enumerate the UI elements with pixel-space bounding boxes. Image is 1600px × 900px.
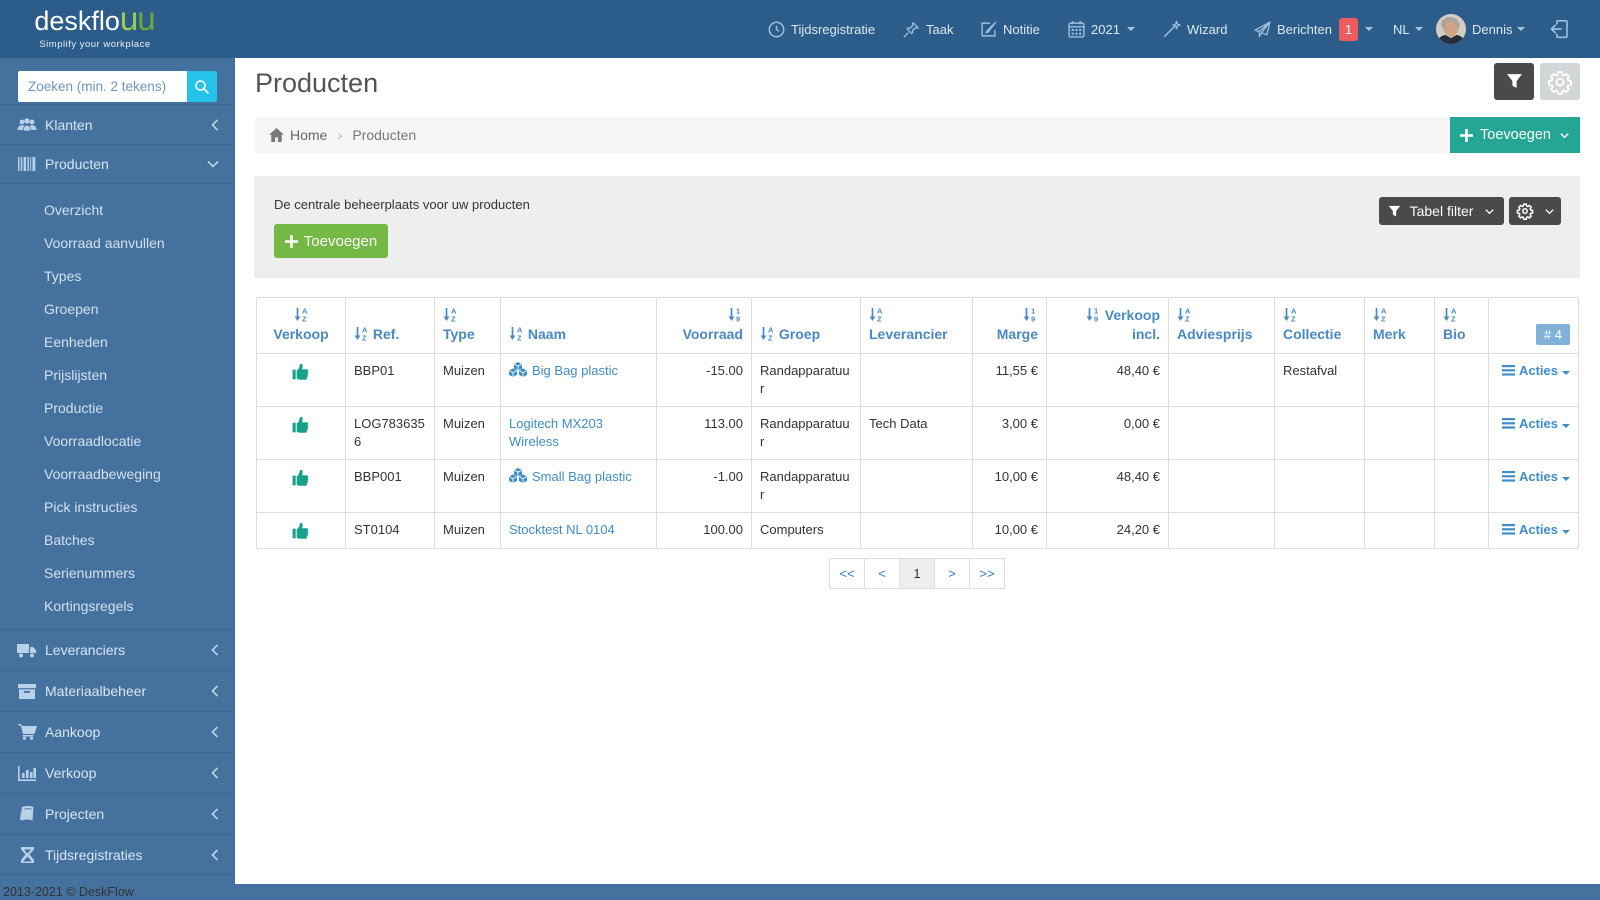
svg-text:A: A: [517, 326, 523, 335]
svg-text:A: A: [1451, 307, 1457, 316]
svg-text:A: A: [1291, 307, 1297, 316]
svg-text:A: A: [1185, 307, 1191, 316]
svg-text:A: A: [302, 307, 308, 316]
svg-text:9: 9: [1031, 315, 1035, 323]
svg-text:Z: Z: [877, 315, 882, 323]
svg-text:A: A: [362, 326, 368, 335]
svg-text:9: 9: [1094, 315, 1098, 323]
svg-text:A: A: [768, 326, 774, 335]
svg-text:Z: Z: [768, 334, 773, 342]
svg-text:A: A: [877, 307, 883, 316]
svg-text:Z: Z: [1185, 315, 1190, 323]
svg-text:A: A: [1381, 307, 1387, 316]
svg-text:1: 1: [1031, 307, 1035, 316]
svg-text:Z: Z: [1381, 315, 1386, 323]
svg-text:Z: Z: [451, 315, 456, 323]
svg-text:Z: Z: [1291, 315, 1296, 323]
svg-text:Z: Z: [302, 315, 307, 323]
svg-text:A: A: [451, 307, 457, 316]
svg-text:1: 1: [1094, 307, 1098, 316]
svg-text:1: 1: [736, 307, 740, 316]
svg-text:Z: Z: [1451, 315, 1456, 323]
svg-text:Z: Z: [517, 334, 522, 342]
svg-text:9: 9: [736, 315, 740, 323]
svg-text:Z: Z: [362, 334, 367, 342]
